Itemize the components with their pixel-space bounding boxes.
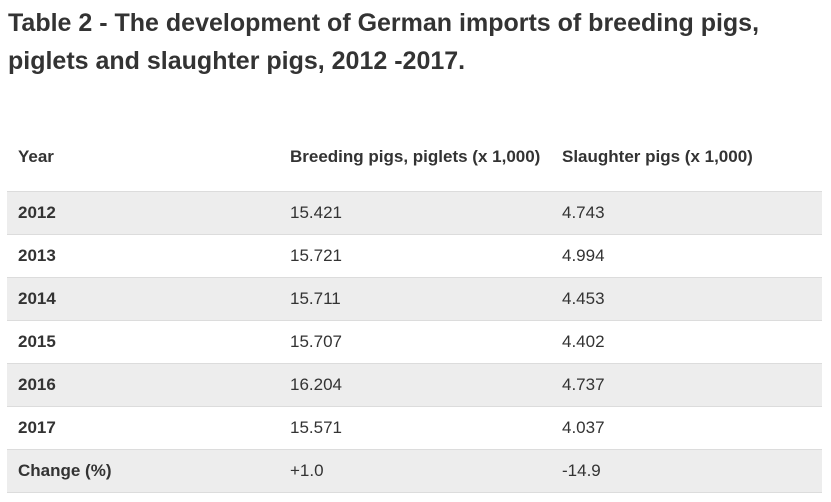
row-breeding-value: 16.204	[279, 363, 551, 407]
table-row: 2013 15.721 4.994	[7, 234, 822, 278]
row-breeding-value: 15.571	[279, 406, 551, 450]
row-slaughter-value: 4.453	[551, 277, 822, 321]
imports-table: Year Breeding pigs, piglets (x 1,000) Sl…	[7, 121, 822, 493]
row-year: 2015	[7, 320, 279, 364]
table-header-row: Year Breeding pigs, piglets (x 1,000) Sl…	[7, 121, 822, 192]
header-year: Year	[7, 121, 279, 192]
row-breeding-value: 15.421	[279, 191, 551, 235]
row-slaughter-value: 4.037	[551, 406, 822, 450]
header-slaughter-pigs: Slaughter pigs (x 1,000)	[551, 121, 822, 192]
row-year: 2016	[7, 363, 279, 407]
row-slaughter-value: 4.402	[551, 320, 822, 364]
row-breeding-value: 15.707	[279, 320, 551, 364]
row-slaughter-change: -14.9	[551, 449, 822, 493]
row-year: 2017	[7, 406, 279, 450]
row-breeding-value: 15.721	[279, 234, 551, 278]
row-year: 2014	[7, 277, 279, 321]
row-change-label: Change (%)	[7, 449, 279, 493]
table-row: 2012 15.421 4.743	[7, 191, 822, 235]
table-row: 2016 16.204 4.737	[7, 363, 822, 407]
header-breeding-pigs: Breeding pigs, piglets (x 1,000)	[279, 121, 551, 192]
row-breeding-value: 15.711	[279, 277, 551, 321]
row-year: 2012	[7, 191, 279, 235]
row-slaughter-value: 4.994	[551, 234, 822, 278]
row-slaughter-value: 4.737	[551, 363, 822, 407]
row-slaughter-value: 4.743	[551, 191, 822, 235]
table-title: Table 2 - The development of German impo…	[8, 9, 760, 75]
table-row: 2015 15.707 4.402	[7, 320, 822, 364]
table-row: 2014 15.711 4.453	[7, 277, 822, 321]
row-year: 2013	[7, 234, 279, 278]
table-row: 2017 15.571 4.037	[7, 406, 822, 450]
row-breeding-change: +1.0	[279, 449, 551, 493]
table-row-change: Change (%) +1.0 -14.9	[7, 449, 822, 493]
